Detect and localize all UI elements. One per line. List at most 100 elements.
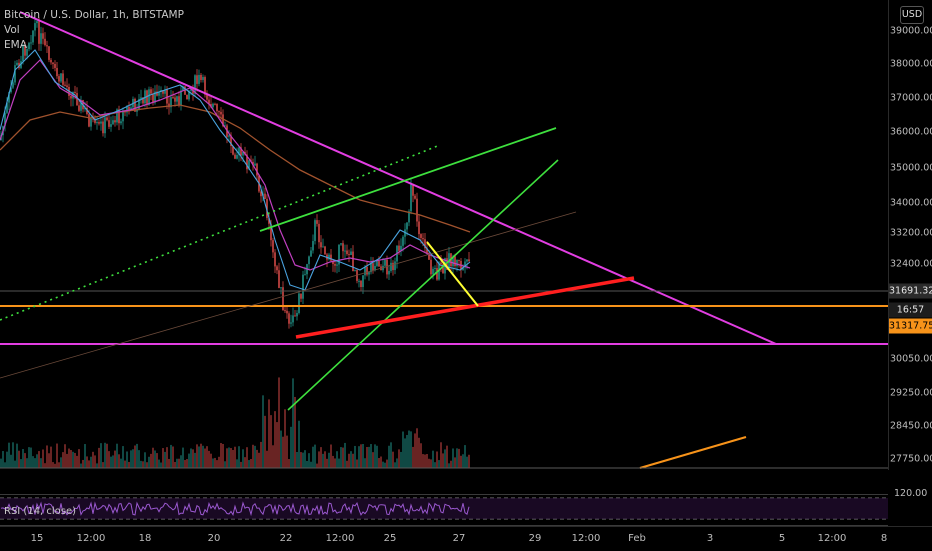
- rsi-line: [0, 501, 470, 517]
- volume-bar: [14, 460, 16, 468]
- candle-body: [194, 75, 196, 94]
- candle-body: [292, 315, 294, 323]
- candle-body: [350, 251, 352, 256]
- candle-body: [118, 109, 120, 124]
- volume-bar: [442, 453, 444, 468]
- candle-body: [300, 293, 302, 299]
- green-channel-lower[interactable]: [287, 159, 559, 411]
- chart-area[interactable]: [0, 0, 888, 470]
- candle-body: [56, 67, 58, 77]
- volume-bar: [48, 453, 50, 468]
- volume-bar: [72, 451, 74, 468]
- vol-indicator-label[interactable]: Vol: [4, 24, 20, 36]
- volume-bar: [38, 451, 40, 468]
- candle-body: [256, 163, 258, 176]
- candle-body: [414, 195, 416, 199]
- volume-bar: [290, 426, 292, 468]
- candle-body: [120, 121, 122, 124]
- candle-body: [246, 154, 248, 170]
- volume-bar: [134, 445, 136, 468]
- descending-trendline[interactable]: [19, 11, 777, 345]
- candle-body: [304, 274, 306, 276]
- candle-body: [252, 161, 254, 166]
- candle-body: [264, 193, 266, 199]
- volume-bar: [172, 446, 174, 468]
- candle-body: [186, 94, 188, 100]
- volume-bar: [26, 458, 28, 468]
- volume-bar: [466, 456, 468, 468]
- symbol-title[interactable]: Bitcoin / U.S. Dollar, 1h, BITSTAMP: [4, 9, 184, 21]
- candle-body: [234, 154, 236, 159]
- candle-body: [98, 122, 100, 124]
- ema-brown-line: [0, 104, 471, 233]
- currency-button[interactable]: USD: [900, 6, 924, 24]
- volume-bar: [78, 449, 80, 468]
- volume-bar: [332, 455, 334, 468]
- time-tick: 3: [706, 533, 714, 544]
- volume-bar: [294, 396, 296, 468]
- candle-body: [428, 253, 430, 260]
- price-tick: 34000.00: [890, 197, 932, 209]
- volume-bar: [340, 447, 342, 468]
- candle-body: [76, 93, 78, 106]
- rsi-pane[interactable]: [0, 494, 888, 526]
- ema-magenta-line: [0, 59, 471, 271]
- volume-bar: [92, 451, 94, 468]
- volume-bar: [422, 454, 424, 468]
- thin-brown-trendline: [0, 211, 577, 379]
- volume-bar: [450, 460, 452, 468]
- candle-body: [374, 265, 376, 271]
- candle-body: [90, 118, 92, 127]
- candle-body: [106, 117, 108, 121]
- green-channel-upper[interactable]: [259, 127, 557, 232]
- volume-bar: [276, 422, 278, 468]
- candle-body: [420, 234, 422, 238]
- volume-bar: [362, 443, 364, 468]
- time-tick: 22: [279, 533, 293, 544]
- candle-body: [418, 221, 420, 235]
- candle-body: [352, 251, 354, 271]
- candle-body: [316, 220, 318, 224]
- ema-indicator-label[interactable]: EMA: [4, 39, 27, 51]
- candle-body: [214, 103, 216, 105]
- volume-bar: [12, 442, 14, 468]
- candle-body: [70, 95, 72, 99]
- candle-body: [284, 310, 286, 312]
- dotted-green-trendline[interactable]: [0, 144, 441, 321]
- candle-body: [86, 107, 88, 115]
- volume-bar: [106, 443, 108, 468]
- volume-bar: [434, 462, 436, 468]
- candle-body: [344, 250, 346, 252]
- time-axis[interactable]: [0, 526, 932, 551]
- candle-body: [48, 46, 50, 60]
- volume-bar: [258, 452, 260, 468]
- red-ascending-trendline[interactable]: [295, 276, 635, 339]
- volume-bar: [120, 458, 122, 468]
- candle-body: [80, 100, 82, 111]
- volume-bar: [454, 457, 456, 468]
- rsi-indicator-label[interactable]: RSI (14, close): [4, 506, 77, 517]
- candle-body: [336, 264, 338, 266]
- volume-bar: [260, 441, 262, 468]
- price-tick: 28450.00: [890, 420, 932, 432]
- volume-bar: [426, 454, 428, 468]
- candle-body: [232, 145, 234, 155]
- volume-bar: [54, 463, 56, 468]
- candle-body: [14, 65, 16, 83]
- yellow-trendline[interactable]: [426, 241, 479, 307]
- volume-bar: [370, 444, 372, 468]
- candle-body: [454, 256, 456, 267]
- orange-projection-line[interactable]: [639, 435, 747, 470]
- price-axis[interactable]: [888, 0, 932, 470]
- volume-bar: [424, 454, 426, 468]
- candle-body: [386, 259, 388, 275]
- volume-bar: [266, 450, 268, 468]
- candle-body: [170, 97, 172, 108]
- candle-body: [230, 135, 232, 146]
- candle-body: [168, 103, 170, 108]
- candle-body: [78, 105, 80, 111]
- candle-body: [392, 262, 394, 271]
- time-tick: 20: [207, 533, 221, 544]
- volume-bar: [438, 460, 440, 468]
